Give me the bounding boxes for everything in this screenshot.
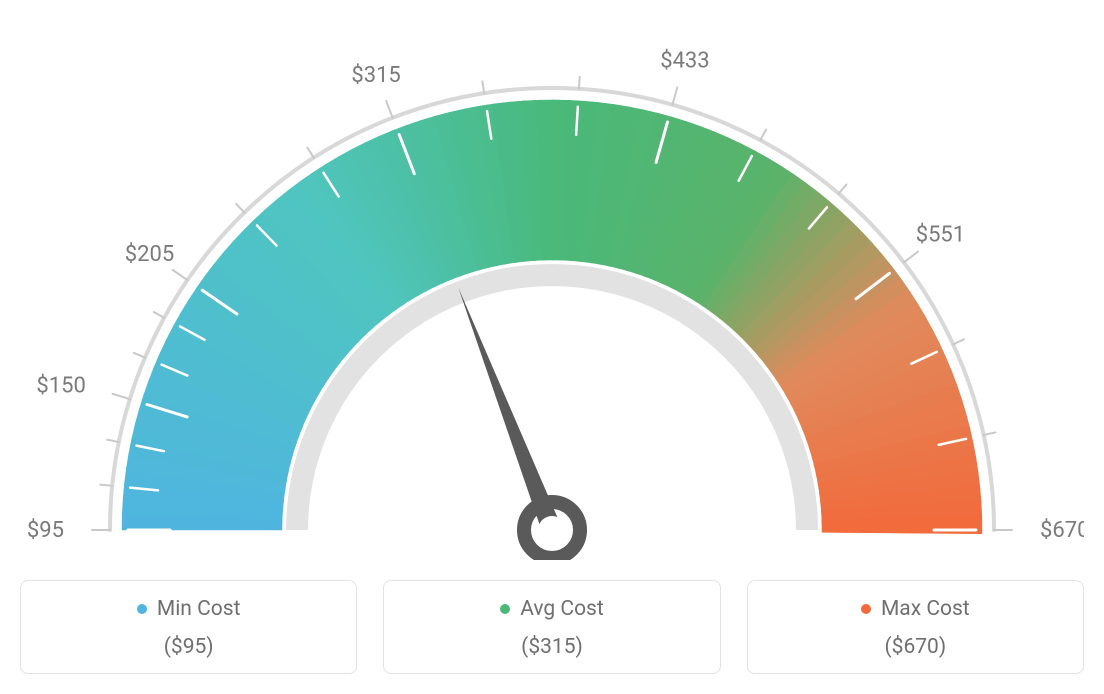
legend-value-max: ($670) — [766, 635, 1065, 659]
legend-dot-max — [861, 604, 871, 614]
gauge-tick-label: $95 — [27, 518, 64, 543]
gauge-tick-label: $205 — [125, 242, 174, 267]
legend-card-max: Max Cost ($670) — [747, 580, 1084, 674]
legend-title-max: Max Cost — [766, 597, 1065, 621]
legend-dot-avg — [500, 604, 510, 614]
gauge-tick-label: $150 — [36, 374, 85, 399]
legend-row: Min Cost ($95) Avg Cost ($315) Max Cost … — [20, 580, 1084, 674]
legend-card-avg: Avg Cost ($315) — [383, 580, 720, 674]
cost-gauge-chart: $95 $150 $205 $315 $433 $551 $670 Min Cost ($9… — [20, 20, 1084, 674]
gauge-tick-label: $670 — [1040, 518, 1084, 543]
legend-value-avg: ($315) — [402, 635, 701, 659]
legend-card-min: Min Cost ($95) — [20, 580, 357, 674]
legend-dot-min — [137, 604, 147, 614]
legend-label-avg: Avg Cost — [520, 597, 604, 621]
gauge-svg: $95 $150 $205 $315 $433 $551 $670 — [20, 20, 1084, 560]
legend-label-max: Max Cost — [881, 597, 970, 621]
legend-value-min: ($95) — [39, 635, 338, 659]
legend-title-min: Min Cost — [39, 597, 338, 621]
gauge-tick-label: $315 — [351, 63, 400, 88]
legend-label-min: Min Cost — [157, 597, 241, 621]
gauge-tick-label: $433 — [660, 48, 709, 73]
legend-title-avg: Avg Cost — [402, 597, 701, 621]
gauge-tick-label: $551 — [916, 223, 965, 248]
gauge-area: $95 $150 $205 $315 $433 $551 $670 — [20, 20, 1084, 560]
